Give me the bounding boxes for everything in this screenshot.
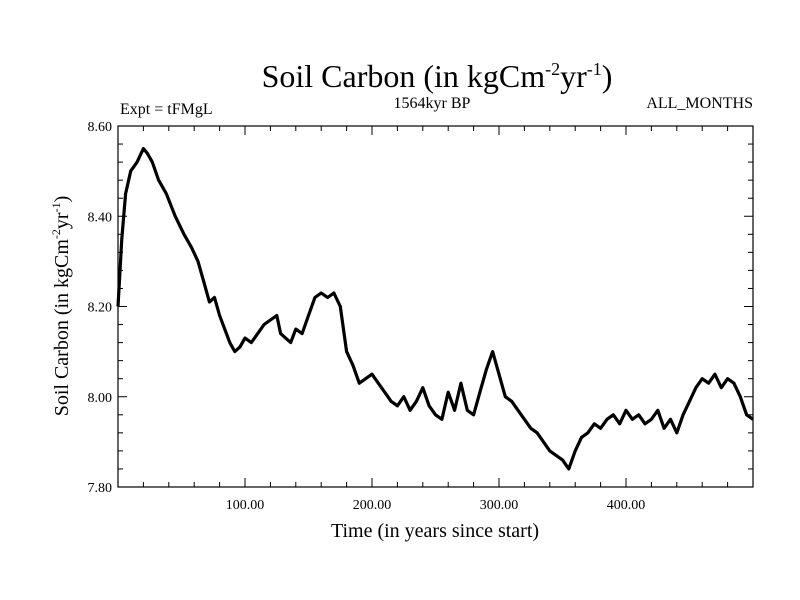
axis-tick-labels: 100.00 200.00 300.00 400.00 7.80 8.00 8.20 8.40… [88,120,646,513]
y-tick-label: 8.20 [88,301,113,316]
months-label: ALL_MONTHS [646,95,753,112]
y-tick-label: 7.80 [88,481,113,496]
x-tick-label: 400.00 [607,498,646,513]
period-label: 1564kyr BP [394,95,471,112]
x-tick-label: 300.00 [480,498,519,513]
axis-ticks [118,126,753,487]
plot-frame [117,125,754,488]
y-tick-label: 8.00 [88,391,113,406]
y-tick-label: 8.40 [88,210,113,225]
x-tick-label: 100.00 [226,498,265,513]
x-axis-label: Time (in years since start) [331,520,539,542]
series-line-soil-carbon [116,147,754,471]
y-tick-label: 8.60 [88,120,113,135]
y-axis-label: Soil Carbon (in kgCm-2yr-1) [49,196,73,417]
experiment-label: Expt = tFMgL [120,101,213,118]
x-tick-label: 200.00 [353,498,392,513]
chart-title: Soil Carbon (in kgCm-2yr-1) [262,58,613,94]
